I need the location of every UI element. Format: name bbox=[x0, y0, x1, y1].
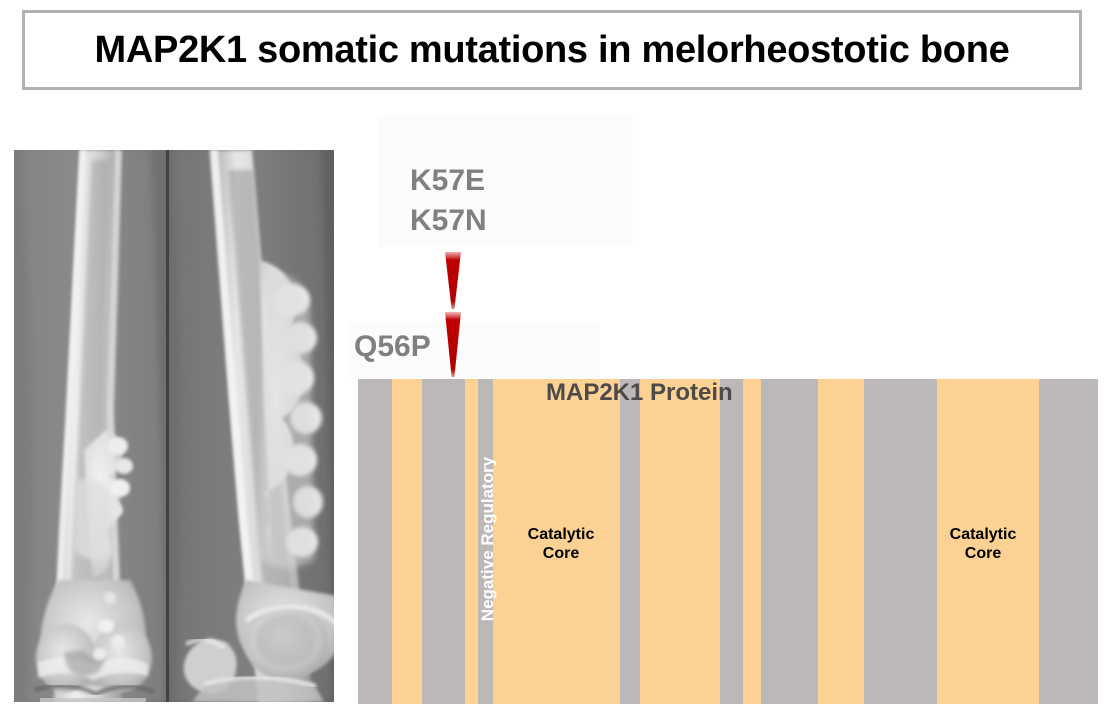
title-banner: MAP2K1 somatic mutations in melorheostot… bbox=[22, 10, 1082, 90]
protein-band-0 bbox=[358, 379, 392, 704]
xray-radiograph-svg bbox=[14, 150, 334, 702]
protein-band-14 bbox=[1039, 379, 1098, 704]
mutation-label-k57e: K57E bbox=[410, 164, 486, 197]
protein-band-12 bbox=[864, 379, 937, 704]
xray-panel-divider bbox=[166, 150, 169, 702]
xray-lateral-view bbox=[169, 150, 334, 702]
protein-band-1 bbox=[392, 379, 422, 704]
mutation-arrow-k57 bbox=[440, 252, 466, 312]
protein-band-7 bbox=[640, 379, 720, 704]
xray-ap-view bbox=[14, 150, 167, 702]
protein-band-13 bbox=[937, 379, 1039, 704]
protein-band-4 bbox=[478, 379, 493, 704]
page-title: MAP2K1 somatic mutations in melorheostot… bbox=[94, 28, 1010, 71]
protein-diagram: K57E K57N Q56P bbox=[340, 100, 1110, 714]
protein-band-9 bbox=[743, 379, 761, 704]
mutation-label-q56p: Q56P bbox=[354, 330, 431, 363]
mutation-label-backdrop-top bbox=[378, 115, 633, 247]
protein-band-3 bbox=[465, 379, 478, 704]
protein-band-10 bbox=[761, 379, 818, 704]
xray-image bbox=[14, 150, 334, 702]
protein-band-5 bbox=[493, 379, 620, 704]
mutation-arrow-q56 bbox=[440, 312, 466, 380]
protein-band-6 bbox=[620, 379, 640, 704]
mutation-label-k57n: K57N bbox=[410, 204, 487, 237]
protein-domain-bar: Negative Regulatory Catalytic Core Catal… bbox=[358, 379, 1098, 704]
protein-band-8 bbox=[720, 379, 743, 704]
protein-band-2 bbox=[422, 379, 465, 704]
protein-band-11 bbox=[818, 379, 864, 704]
mutation-label-backdrop-bottom bbox=[350, 322, 600, 378]
negative-regulatory-domain: Negative Regulatory bbox=[433, 379, 497, 704]
